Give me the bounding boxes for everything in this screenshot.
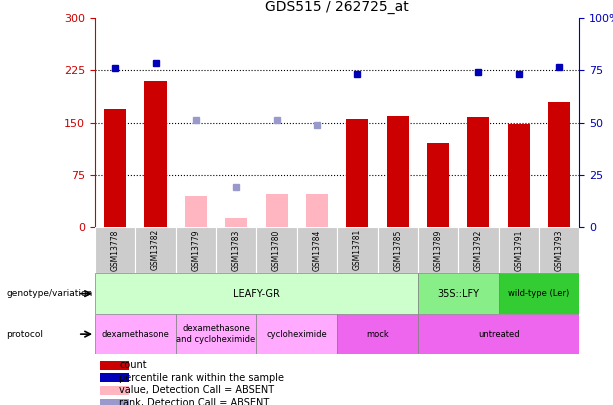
Text: GSM13778: GSM13778 <box>111 229 120 271</box>
Bar <box>100 399 129 405</box>
Bar <box>145 81 167 227</box>
Text: GSM13784: GSM13784 <box>313 229 321 271</box>
Bar <box>256 227 297 273</box>
Bar <box>256 314 337 354</box>
Text: protocol: protocol <box>6 330 43 339</box>
Bar <box>100 373 129 382</box>
Bar <box>467 117 490 227</box>
Text: count: count <box>119 360 147 370</box>
Bar <box>225 218 248 227</box>
Bar <box>548 102 570 227</box>
Text: GSM13781: GSM13781 <box>353 229 362 271</box>
Bar <box>337 314 418 354</box>
Bar <box>306 194 328 227</box>
Text: mock: mock <box>366 330 389 339</box>
Bar <box>418 273 498 314</box>
Bar <box>346 119 368 227</box>
Text: rank, Detection Call = ABSENT: rank, Detection Call = ABSENT <box>119 398 270 405</box>
Text: GSM13779: GSM13779 <box>191 229 200 271</box>
Title: GDS515 / 262725_at: GDS515 / 262725_at <box>265 0 409 15</box>
Bar <box>95 227 135 273</box>
Text: dexamethasone: dexamethasone <box>101 330 169 339</box>
Text: genotype/variation: genotype/variation <box>6 289 93 298</box>
Bar <box>135 227 176 273</box>
Text: GSM13785: GSM13785 <box>393 229 402 271</box>
Bar <box>100 386 129 395</box>
Text: GSM13783: GSM13783 <box>232 229 241 271</box>
Text: GSM13792: GSM13792 <box>474 229 483 271</box>
Bar <box>508 124 530 227</box>
Bar <box>498 227 539 273</box>
Bar <box>418 314 579 354</box>
Bar <box>539 227 579 273</box>
Bar <box>498 273 579 314</box>
Text: GSM13780: GSM13780 <box>272 229 281 271</box>
Text: percentile rank within the sample: percentile rank within the sample <box>119 373 284 383</box>
Text: wild-type (Ler): wild-type (Ler) <box>508 289 569 298</box>
Bar <box>95 273 418 314</box>
Bar <box>378 227 418 273</box>
Text: untreated: untreated <box>478 330 519 339</box>
Bar <box>95 314 176 354</box>
Text: LEAFY-GR: LEAFY-GR <box>233 289 280 298</box>
Text: GSM13793: GSM13793 <box>555 229 563 271</box>
Text: value, Detection Call = ABSENT: value, Detection Call = ABSENT <box>119 386 275 395</box>
Bar <box>185 196 207 227</box>
Bar <box>176 314 256 354</box>
Bar <box>104 109 126 227</box>
Bar <box>265 194 287 227</box>
Bar <box>100 361 129 369</box>
Bar <box>216 227 256 273</box>
Text: dexamethasone
and cycloheximide: dexamethasone and cycloheximide <box>177 324 256 344</box>
Text: GSM13782: GSM13782 <box>151 229 160 271</box>
Bar <box>458 227 498 273</box>
Bar <box>297 227 337 273</box>
Bar <box>427 143 449 227</box>
Bar <box>418 227 459 273</box>
Bar <box>337 227 378 273</box>
Text: GSM13791: GSM13791 <box>514 229 524 271</box>
Bar <box>387 115 409 227</box>
Bar <box>176 227 216 273</box>
Text: cycloheximide: cycloheximide <box>267 330 327 339</box>
Text: GSM13789: GSM13789 <box>433 229 443 271</box>
Text: 35S::LFY: 35S::LFY <box>437 289 479 298</box>
